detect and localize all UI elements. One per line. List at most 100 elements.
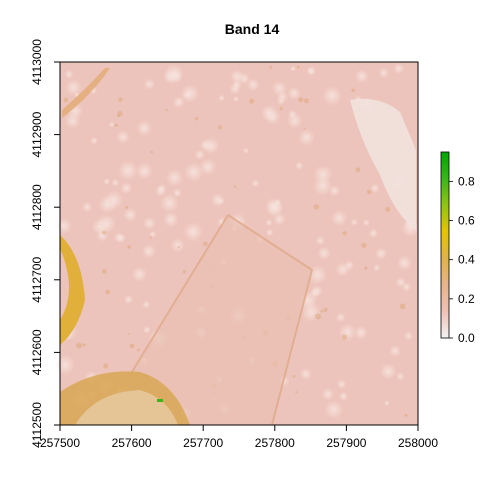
soil-fleck [279, 107, 283, 111]
canopy-spot [90, 136, 98, 145]
soil-fleck [296, 65, 300, 69]
canopy-spot [373, 264, 381, 272]
soil-fleck [194, 117, 199, 121]
colorbar: 0.0 0.2 0.4 0.6 0.8 [440, 151, 475, 345]
canopy-spot [298, 129, 315, 146]
chart-title: Band 14 [224, 21, 280, 37]
canopy-spot [274, 198, 282, 206]
canopy-spot [383, 400, 390, 407]
canopy-spot [277, 97, 285, 105]
soil-fleck [63, 97, 69, 103]
canopy-spot [229, 83, 241, 95]
soil-fleck [127, 245, 131, 249]
canopy-spot [331, 210, 348, 227]
colorbar-tick-label: 0.8 [458, 174, 475, 188]
canopy-spot [143, 78, 155, 90]
plot-frame [59, 61, 419, 426]
canopy-spot [116, 130, 130, 144]
soil-fleck [320, 310, 324, 313]
canopy-spot [217, 197, 225, 205]
canopy-spot [287, 86, 301, 100]
x-tick-label: 257800 [255, 436, 295, 450]
raster-field [130, 215, 312, 425]
soil-fleck [177, 246, 180, 249]
soil-fleck [125, 205, 129, 209]
soil-fleck [355, 167, 361, 173]
canopy-spot [324, 400, 344, 420]
canopy-spot [165, 168, 184, 187]
canopy-spot [163, 211, 179, 228]
canopy-spot [396, 255, 413, 271]
canopy-spot [55, 217, 73, 234]
canopy-spot [380, 363, 397, 380]
raster-image [55, 62, 420, 426]
soil-fleck [203, 241, 208, 247]
soil-fleck [101, 269, 107, 274]
colorbar-tick-label: 0.0 [458, 331, 475, 345]
canopy-spot [199, 158, 217, 176]
colorbar-tick-label: 0.2 [458, 292, 475, 306]
raster-green-fleck [157, 399, 163, 402]
soil-fleck [165, 108, 168, 112]
canopy-spot [321, 388, 334, 401]
soil-fleck [102, 230, 106, 235]
canopy-spot [123, 207, 138, 222]
y-tick-label: 4112900 [30, 111, 44, 157]
canopy-spot [184, 162, 204, 182]
canopy-spot [172, 96, 185, 109]
canopy-spot [401, 282, 412, 292]
y-tick-label: 4112500 [30, 402, 44, 448]
soil-fleck [105, 289, 110, 295]
raster-track-inner [75, 390, 178, 425]
soil-fleck [149, 236, 152, 239]
soil-fleck [249, 98, 255, 104]
canopy-spot [378, 67, 389, 79]
canopy-spot [350, 218, 358, 226]
canopy-spot [131, 266, 147, 282]
x-tick-label: 258000 [398, 436, 438, 450]
canopy-spot [170, 238, 185, 253]
colorbar-ticks: 0.0 0.2 0.4 0.6 0.8 [449, 174, 475, 345]
soil-fleck [298, 97, 304, 103]
canopy-spot [172, 188, 182, 198]
canopy-spot [218, 94, 225, 102]
canopy-spot [295, 161, 304, 170]
soil-fleck [129, 343, 135, 349]
soil-fleck [342, 231, 347, 236]
canopy-spot [82, 202, 93, 213]
canopy-spot [336, 379, 347, 390]
soil-fleck [217, 125, 222, 130]
soil-fleck [404, 413, 408, 417]
y-axis: 4112500 4112600 4112700 4112800 4112900 41130… [30, 39, 60, 448]
raster-pale-region [350, 98, 416, 230]
canopy-spot [183, 91, 192, 99]
x-tick-label: 257600 [112, 436, 152, 450]
canopy-spot [289, 65, 297, 72]
canopy-spot [117, 160, 138, 181]
canopy-spot [111, 179, 120, 187]
soil-fleck [323, 307, 328, 312]
x-tick-label: 257500 [40, 436, 80, 450]
canopy-spot [389, 345, 401, 357]
canopy-spot [338, 323, 357, 342]
soil-fleck [295, 391, 298, 394]
soil-fleck [233, 185, 237, 188]
raster-yellow-curve [60, 235, 85, 345]
canopy-spot [202, 137, 220, 155]
canopy-spot [396, 372, 405, 381]
y-tick-label: 4113000 [30, 39, 44, 85]
canopy-spot [142, 325, 151, 334]
soil-fleck [118, 97, 123, 102]
soil-fleck [117, 114, 121, 118]
canopy-spot [142, 300, 151, 309]
canopy-spot [393, 63, 405, 74]
canopy-spot [273, 213, 286, 226]
soil-fleck [292, 374, 296, 378]
canopy-spot [404, 331, 414, 341]
soil-fleck [366, 189, 372, 195]
canopy-spot [299, 368, 312, 380]
canopy-spot [265, 219, 273, 227]
canopy-spot [120, 182, 133, 195]
canopy-spot [317, 246, 331, 260]
soil-fleck [303, 127, 306, 130]
